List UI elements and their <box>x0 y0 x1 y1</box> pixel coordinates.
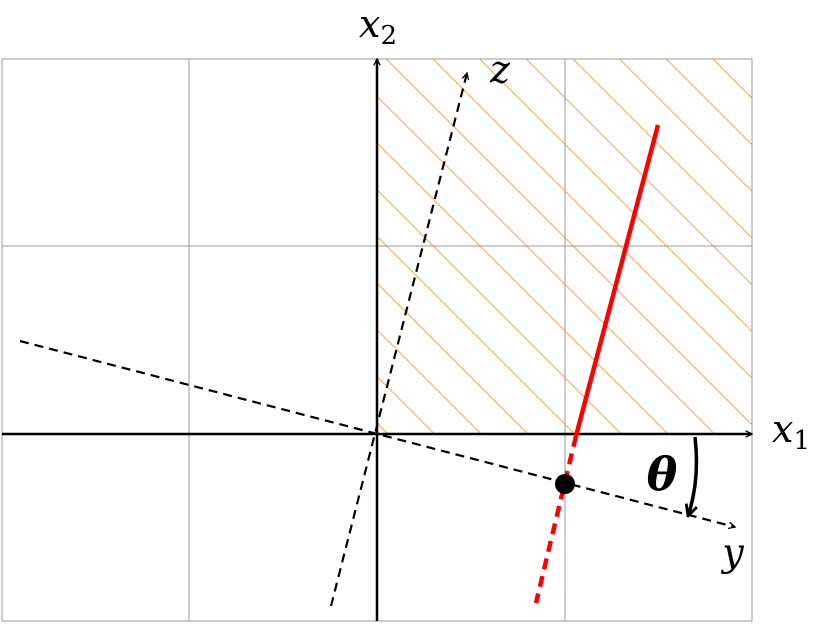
x1-sub: 1 <box>793 426 810 456</box>
theta-arc <box>688 436 699 516</box>
y-label: y <box>720 531 744 575</box>
z-axis <box>329 73 467 607</box>
y-axis <box>19 339 735 527</box>
x2-label: x2 <box>359 2 397 52</box>
x2-base: x <box>359 2 380 46</box>
red-line <box>573 124 661 437</box>
red-dashed-line <box>533 435 579 604</box>
x1-label: x1 <box>772 407 810 457</box>
z-label: z <box>489 48 511 92</box>
x2-sub: 2 <box>380 21 397 51</box>
point <box>555 474 575 494</box>
x1-base: x <box>772 407 793 451</box>
theta-label: θ <box>647 447 678 501</box>
